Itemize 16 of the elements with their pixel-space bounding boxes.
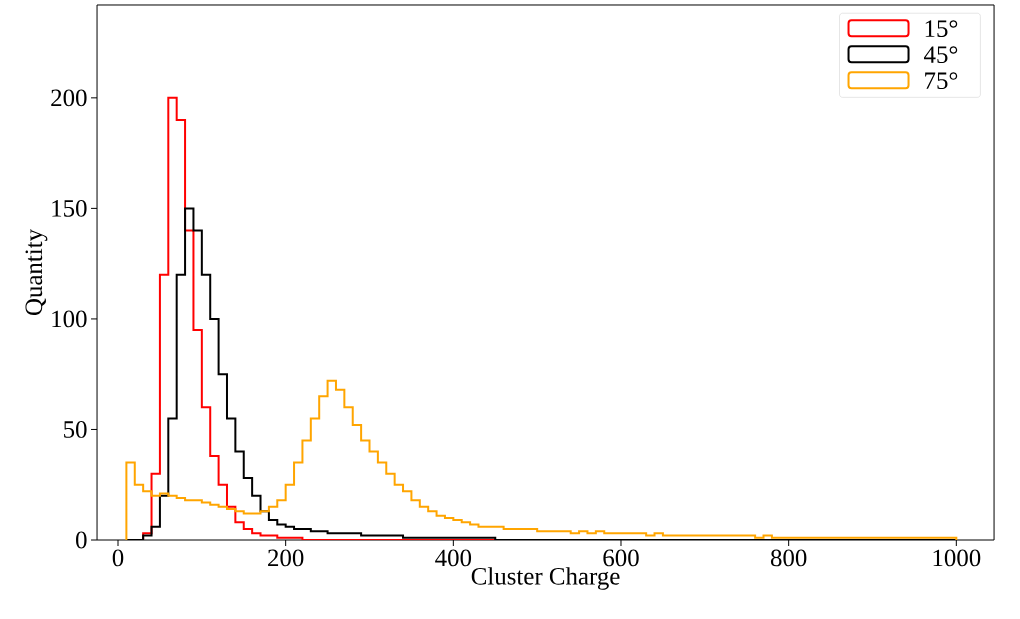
y-tick-label: 50: [64, 421, 87, 438]
legend-label: 45°: [924, 46, 958, 64]
y-tick-label: 100: [52, 310, 87, 328]
x-tick-label: 0: [112, 549, 124, 567]
legend-label: 15°: [925, 20, 958, 38]
y-axis-title: Quantity: [25, 229, 48, 316]
x-tick-label: 400: [435, 549, 472, 567]
y-tick-label: 200: [51, 89, 87, 107]
x-tick-label: 800: [770, 549, 807, 567]
x-tick-label: 200: [268, 549, 304, 567]
x-axis-title: Cluster Charge: [471, 567, 620, 590]
x-tick-label: 1000: [933, 549, 981, 567]
y-tick-label: 0: [76, 531, 87, 549]
x-tick-label: 600: [603, 549, 639, 567]
legend-label: 75°: [925, 72, 958, 90]
y-tick-label: 150: [52, 199, 87, 217]
